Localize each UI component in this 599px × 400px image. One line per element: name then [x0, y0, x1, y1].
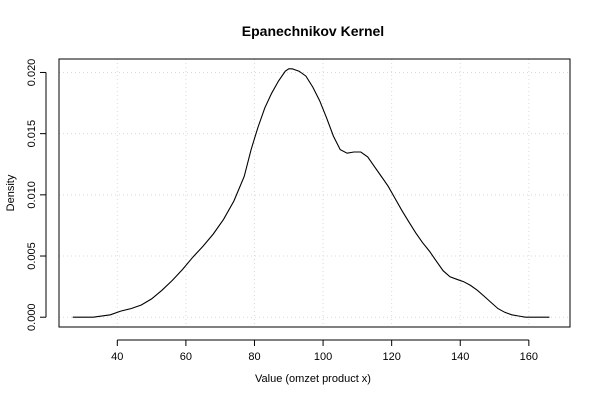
y-tick-label: 0.015: [26, 120, 38, 148]
x-tick-label: 100: [314, 351, 332, 363]
x-tick-label: 140: [451, 351, 469, 363]
chart-title: Epanechnikov Kernel: [242, 23, 384, 39]
x-tick-label: 60: [180, 351, 192, 363]
y-tick-label: 0.020: [26, 59, 38, 87]
density-curve: [72, 68, 550, 318]
x-tick-label: 120: [382, 351, 400, 363]
y-tick-label: 0.010: [26, 181, 38, 209]
x-axis-label: Value (omzet product x): [255, 373, 371, 385]
x-tick-label: 80: [248, 351, 260, 363]
plot-frame: [58, 58, 571, 328]
y-tick-label: 0.000: [26, 303, 38, 331]
grid-layer: [59, 59, 570, 327]
x-tick-label: 40: [111, 351, 123, 363]
y-axis-label: Density: [5, 174, 17, 211]
y-tick-label: 0.005: [26, 242, 38, 270]
x-tick-label: 160: [520, 351, 538, 363]
axes-layer: 40 60 80 100 120 140 160 0.000 0.005 0.010 0.015 0.…: [26, 59, 538, 363]
